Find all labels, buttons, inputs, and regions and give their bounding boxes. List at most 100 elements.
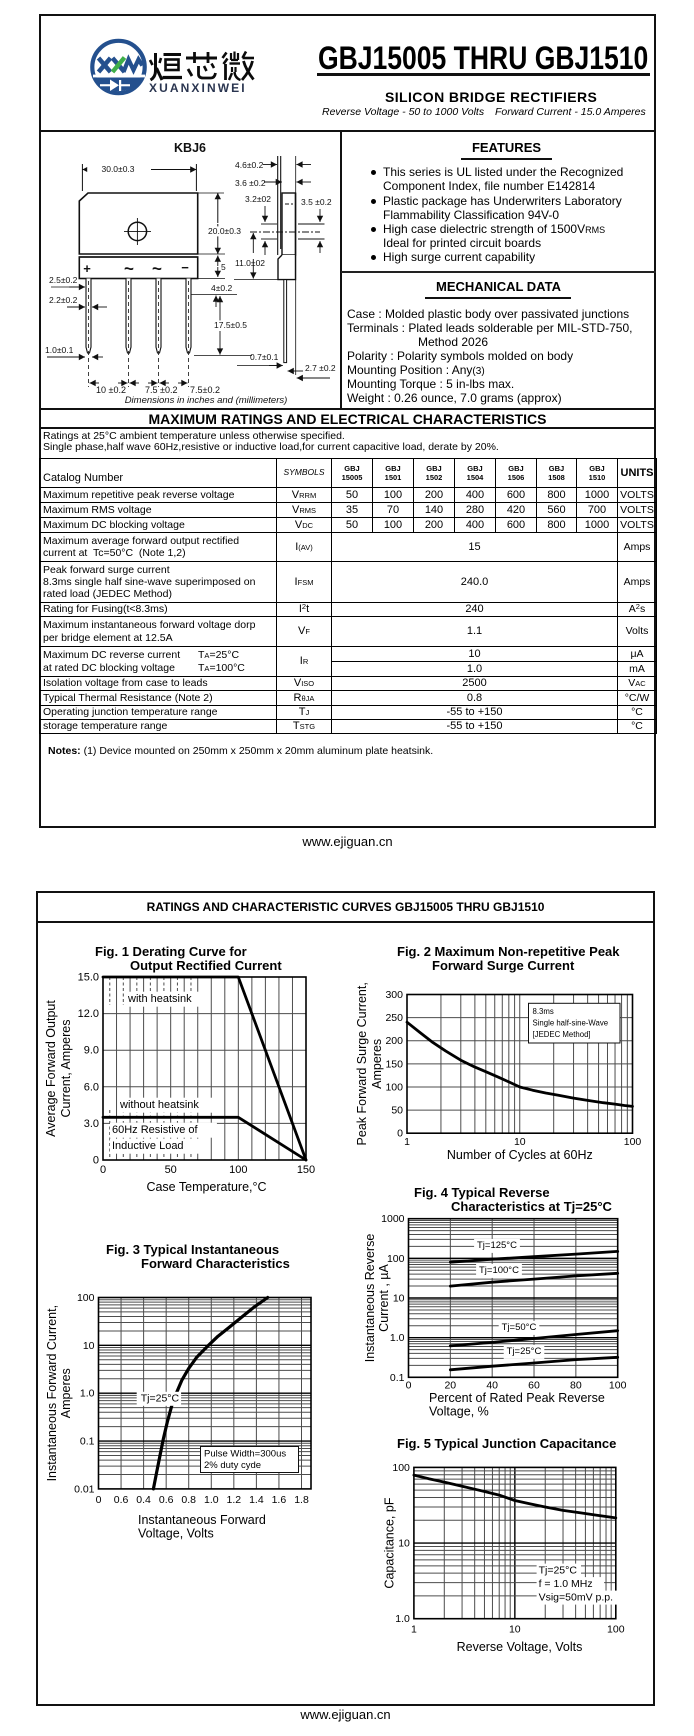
svg-text:~: ~: [152, 259, 162, 278]
svg-text:200: 200: [385, 1035, 403, 1047]
svg-text:0.8: 0.8: [181, 1494, 196, 1506]
svg-text:Current , µA: Current , µA: [377, 1264, 391, 1332]
svg-text:without heatsink: without heatsink: [119, 1099, 199, 1111]
svg-text:1.4: 1.4: [249, 1494, 264, 1506]
svg-text:Tj=25°C: Tj=25°C: [507, 1346, 542, 1357]
svg-text:60Hz Resistive of: 60Hz Resistive of: [112, 1124, 199, 1136]
svg-text:Inductive Load: Inductive Load: [112, 1140, 184, 1152]
svg-text:Voltage, %: Voltage, %: [429, 1405, 489, 1419]
svg-text:Tj=50°C: Tj=50°C: [502, 1322, 537, 1333]
svg-text:Current, Amperes: Current, Amperes: [59, 1020, 73, 1118]
svg-text:50: 50: [391, 1105, 403, 1117]
svg-text:Average Forward Output: Average Forward Output: [44, 1000, 58, 1137]
svg-text:0.01: 0.01: [74, 1483, 95, 1495]
svg-text:40: 40: [486, 1379, 498, 1391]
svg-text:0: 0: [96, 1494, 102, 1506]
svg-text:1.0: 1.0: [390, 1332, 405, 1344]
svg-text:0.4: 0.4: [136, 1494, 151, 1506]
svg-text:7.5±0.2: 7.5±0.2: [190, 385, 220, 395]
svg-text:11.0±02: 11.0±02: [235, 258, 265, 268]
svg-text:3.0: 3.0: [84, 1118, 99, 1130]
svg-text:1.0: 1.0: [80, 1388, 95, 1400]
svg-text:0.1: 0.1: [390, 1372, 405, 1384]
svg-text:1.6: 1.6: [272, 1494, 287, 1506]
svg-text:1.8: 1.8: [294, 1494, 309, 1506]
svg-text:0.7±0.1: 0.7±0.1: [250, 352, 279, 362]
svg-text:Instantaneous Reverse: Instantaneous Reverse: [363, 1234, 377, 1363]
svg-text:100: 100: [607, 1624, 625, 1636]
svg-text:Capacitance, pF: Capacitance, pF: [383, 1497, 397, 1588]
svg-text:0: 0: [397, 1128, 403, 1140]
svg-text:2% duty cyde: 2% duty cyde: [204, 1460, 261, 1471]
svg-text:0: 0: [93, 1155, 99, 1167]
svg-text:Number of Cycles at 60Hz: Number of Cycles at 60Hz: [447, 1148, 593, 1162]
svg-text:1: 1: [404, 1136, 410, 1148]
svg-text:5: 5: [221, 262, 226, 272]
svg-text:Instantaneous Forward Current,: Instantaneous Forward Current,: [45, 1305, 59, 1481]
svg-text:15.0: 15.0: [78, 972, 99, 984]
svg-text:100: 100: [392, 1462, 410, 1474]
svg-text:Percent of Rated Peak Reverse: Percent of Rated Peak Reverse: [429, 1391, 605, 1405]
svg-text:250: 250: [385, 1012, 403, 1024]
svg-text:0.6: 0.6: [114, 1494, 129, 1506]
svg-text:17.5±0.5: 17.5±0.5: [214, 320, 247, 330]
svg-text:1.0: 1.0: [395, 1613, 410, 1625]
svg-text:100: 100: [385, 1082, 403, 1094]
svg-text:~: ~: [124, 259, 134, 278]
svg-text:8.3ms: 8.3ms: [533, 1007, 554, 1016]
svg-text:100: 100: [229, 1164, 247, 1176]
svg-text:12.0: 12.0: [78, 1008, 99, 1020]
svg-text:[JEDEC Method]: [JEDEC Method]: [533, 1030, 591, 1039]
svg-text:3.5 ±0.2: 3.5 ±0.2: [301, 197, 332, 207]
svg-text:Amperes: Amperes: [59, 1368, 73, 1418]
svg-text:2.2±0.2: 2.2±0.2: [49, 295, 78, 305]
svg-text:Amperes: Amperes: [370, 1039, 384, 1089]
svg-text:1.2: 1.2: [226, 1494, 241, 1506]
svg-text:Reverse Voltage, Volts: Reverse Voltage, Volts: [457, 1640, 583, 1654]
svg-text:50: 50: [165, 1164, 177, 1176]
svg-text:3.2±02: 3.2±02: [245, 194, 271, 204]
svg-text:20: 20: [444, 1379, 456, 1391]
svg-text:300: 300: [385, 989, 403, 1001]
svg-text:Pulse Width=300us: Pulse Width=300us: [204, 1449, 286, 1460]
svg-text:0.1: 0.1: [80, 1436, 95, 1448]
svg-text:10: 10: [514, 1136, 526, 1148]
svg-text:100: 100: [387, 1253, 405, 1265]
svg-text:3.6 ±0.2: 3.6 ±0.2: [235, 178, 266, 188]
svg-text:10: 10: [83, 1340, 95, 1352]
svg-text:1.0: 1.0: [204, 1494, 219, 1506]
svg-text:Tj=125°C: Tj=125°C: [477, 1240, 517, 1251]
svg-text:f = 1.0 MHz: f = 1.0 MHz: [539, 1578, 593, 1590]
svg-text:150: 150: [297, 1164, 315, 1176]
svg-text:0.6: 0.6: [159, 1494, 174, 1506]
svg-text:0: 0: [406, 1379, 412, 1391]
svg-text:Tj=100°C: Tj=100°C: [479, 1265, 519, 1276]
svg-text:6.0: 6.0: [84, 1081, 99, 1093]
svg-text:Voltage, Volts: Voltage, Volts: [138, 1527, 214, 1541]
svg-text:100: 100: [624, 1136, 642, 1148]
svg-text:1000: 1000: [381, 1213, 405, 1225]
svg-text:Instantaneous Forward: Instantaneous Forward: [138, 1513, 266, 1527]
svg-text:20.0±0.3: 20.0±0.3: [208, 226, 241, 236]
svg-text:10: 10: [398, 1538, 410, 1550]
svg-text:1.0±0.1: 1.0±0.1: [45, 345, 74, 355]
svg-text:60: 60: [528, 1379, 540, 1391]
svg-text:7.5 ±0.2: 7.5 ±0.2: [145, 385, 177, 395]
svg-text:2.7 ±0.2: 2.7 ±0.2: [305, 363, 336, 373]
svg-text:Dimensions in inches and (mill: Dimensions in inches and (millimeters): [125, 395, 288, 406]
svg-text:150: 150: [385, 1058, 403, 1070]
svg-text:4.6±0.2: 4.6±0.2: [235, 160, 264, 170]
svg-text:Vsig=50mV p.p.: Vsig=50mV p.p.: [539, 1592, 613, 1604]
svg-text:1: 1: [411, 1624, 417, 1636]
svg-text:with heatsink: with heatsink: [127, 993, 192, 1005]
svg-text:10: 10: [393, 1293, 405, 1305]
svg-text:9.0: 9.0: [84, 1045, 99, 1057]
svg-text:−: −: [181, 260, 189, 275]
svg-text:100: 100: [77, 1292, 95, 1304]
svg-text:30.0±0.3: 30.0±0.3: [101, 164, 134, 174]
svg-text:10: 10: [509, 1624, 521, 1636]
svg-text:+: +: [83, 261, 91, 276]
svg-text:Single half-sine-Wave: Single half-sine-Wave: [533, 1019, 609, 1028]
svg-text:Peak Forward Surge Current,: Peak Forward Surge Current,: [355, 982, 369, 1145]
svg-text:KBJ6: KBJ6: [174, 141, 206, 155]
